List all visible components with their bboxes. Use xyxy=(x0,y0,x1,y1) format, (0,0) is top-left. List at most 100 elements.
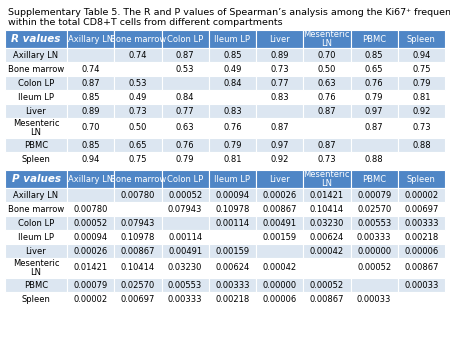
Text: 0.63: 0.63 xyxy=(176,123,194,132)
Bar xyxy=(114,278,162,292)
Bar xyxy=(303,258,351,278)
Bar xyxy=(256,170,303,188)
Text: 0.00553: 0.00553 xyxy=(357,218,391,227)
Bar xyxy=(303,138,351,152)
Bar xyxy=(67,258,114,278)
Bar xyxy=(67,138,114,152)
Bar xyxy=(162,292,209,306)
Text: 0.76: 0.76 xyxy=(318,93,336,101)
Bar xyxy=(162,170,209,188)
Bar xyxy=(351,188,398,202)
Bar xyxy=(303,202,351,216)
Text: Mesenteric
LN: Mesenteric LN xyxy=(13,259,59,277)
Text: 0.73: 0.73 xyxy=(412,123,431,132)
Bar xyxy=(162,30,209,48)
Bar xyxy=(114,104,162,118)
Text: 0.94: 0.94 xyxy=(412,50,431,59)
Bar xyxy=(303,216,351,230)
Bar xyxy=(5,292,67,306)
Text: 0.85: 0.85 xyxy=(365,50,383,59)
Text: 0.79: 0.79 xyxy=(176,154,194,164)
Bar xyxy=(351,278,398,292)
Text: 0.00094: 0.00094 xyxy=(215,191,249,199)
Bar xyxy=(114,292,162,306)
Text: PBMC: PBMC xyxy=(362,174,386,184)
Bar xyxy=(209,76,256,90)
Text: 0.87: 0.87 xyxy=(318,141,336,149)
Bar xyxy=(5,118,67,138)
Bar xyxy=(114,216,162,230)
Text: 0.85: 0.85 xyxy=(81,93,100,101)
Text: 0.00002: 0.00002 xyxy=(73,294,108,304)
Bar xyxy=(209,188,256,202)
Bar xyxy=(303,170,351,188)
Text: 0.94: 0.94 xyxy=(81,154,100,164)
Text: 0.73: 0.73 xyxy=(318,154,336,164)
Text: 0.87: 0.87 xyxy=(176,50,194,59)
Text: 0.76: 0.76 xyxy=(176,141,194,149)
Bar xyxy=(351,152,398,166)
Text: 0.79: 0.79 xyxy=(223,141,242,149)
Bar xyxy=(303,90,351,104)
Bar xyxy=(114,230,162,244)
Text: 0.01421: 0.01421 xyxy=(310,191,344,199)
Text: 0.00052: 0.00052 xyxy=(168,191,202,199)
Text: Colon LP: Colon LP xyxy=(167,174,203,184)
Text: 0.83: 0.83 xyxy=(270,93,289,101)
Text: 0.87: 0.87 xyxy=(270,123,289,132)
Text: Bone marrow: Bone marrow xyxy=(110,174,166,184)
Text: 0.00042: 0.00042 xyxy=(262,264,297,272)
Bar xyxy=(114,152,162,166)
Bar xyxy=(398,188,445,202)
Text: 0.97: 0.97 xyxy=(365,106,383,116)
Text: 0.77: 0.77 xyxy=(176,106,194,116)
Text: 0.03230: 0.03230 xyxy=(310,218,344,227)
Text: 0.00079: 0.00079 xyxy=(73,281,108,290)
Text: 0.00052: 0.00052 xyxy=(310,281,344,290)
Text: PBMC: PBMC xyxy=(362,34,386,44)
Text: 0.50: 0.50 xyxy=(129,123,147,132)
Text: Ileum LP: Ileum LP xyxy=(18,93,54,101)
Bar xyxy=(162,152,209,166)
Text: 0.00026: 0.00026 xyxy=(73,246,108,256)
Bar xyxy=(5,230,67,244)
Bar xyxy=(209,202,256,216)
Bar xyxy=(209,292,256,306)
Bar xyxy=(398,278,445,292)
Text: 0.53: 0.53 xyxy=(129,78,147,88)
Bar xyxy=(5,202,67,216)
Bar xyxy=(398,216,445,230)
Bar xyxy=(303,62,351,76)
Text: 0.81: 0.81 xyxy=(223,154,242,164)
Bar xyxy=(209,48,256,62)
Text: 0.85: 0.85 xyxy=(81,141,100,149)
Bar xyxy=(209,278,256,292)
Text: Bone marrow: Bone marrow xyxy=(110,34,166,44)
Bar xyxy=(256,278,303,292)
Text: PBMC: PBMC xyxy=(24,281,48,290)
Bar xyxy=(209,230,256,244)
Text: 0.92: 0.92 xyxy=(270,154,289,164)
Text: 0.84: 0.84 xyxy=(176,93,194,101)
Text: 0.00218: 0.00218 xyxy=(404,233,438,241)
Bar xyxy=(351,244,398,258)
Bar xyxy=(256,76,303,90)
Text: 0.00491: 0.00491 xyxy=(262,218,297,227)
Bar xyxy=(67,202,114,216)
Bar xyxy=(5,104,67,118)
Text: 0.00867: 0.00867 xyxy=(121,246,155,256)
Bar xyxy=(256,62,303,76)
Bar xyxy=(5,244,67,258)
Bar xyxy=(209,258,256,278)
Bar xyxy=(162,202,209,216)
Bar xyxy=(398,244,445,258)
Bar xyxy=(398,118,445,138)
Bar xyxy=(256,258,303,278)
Bar xyxy=(351,76,398,90)
Bar xyxy=(303,30,351,48)
Bar xyxy=(303,104,351,118)
Text: Supplementary Table 5. The R and P values of Spearman’s analysis among the Ki67⁺: Supplementary Table 5. The R and P value… xyxy=(8,8,450,17)
Bar xyxy=(303,76,351,90)
Text: 0.00114: 0.00114 xyxy=(215,218,249,227)
Text: 0.73: 0.73 xyxy=(129,106,147,116)
